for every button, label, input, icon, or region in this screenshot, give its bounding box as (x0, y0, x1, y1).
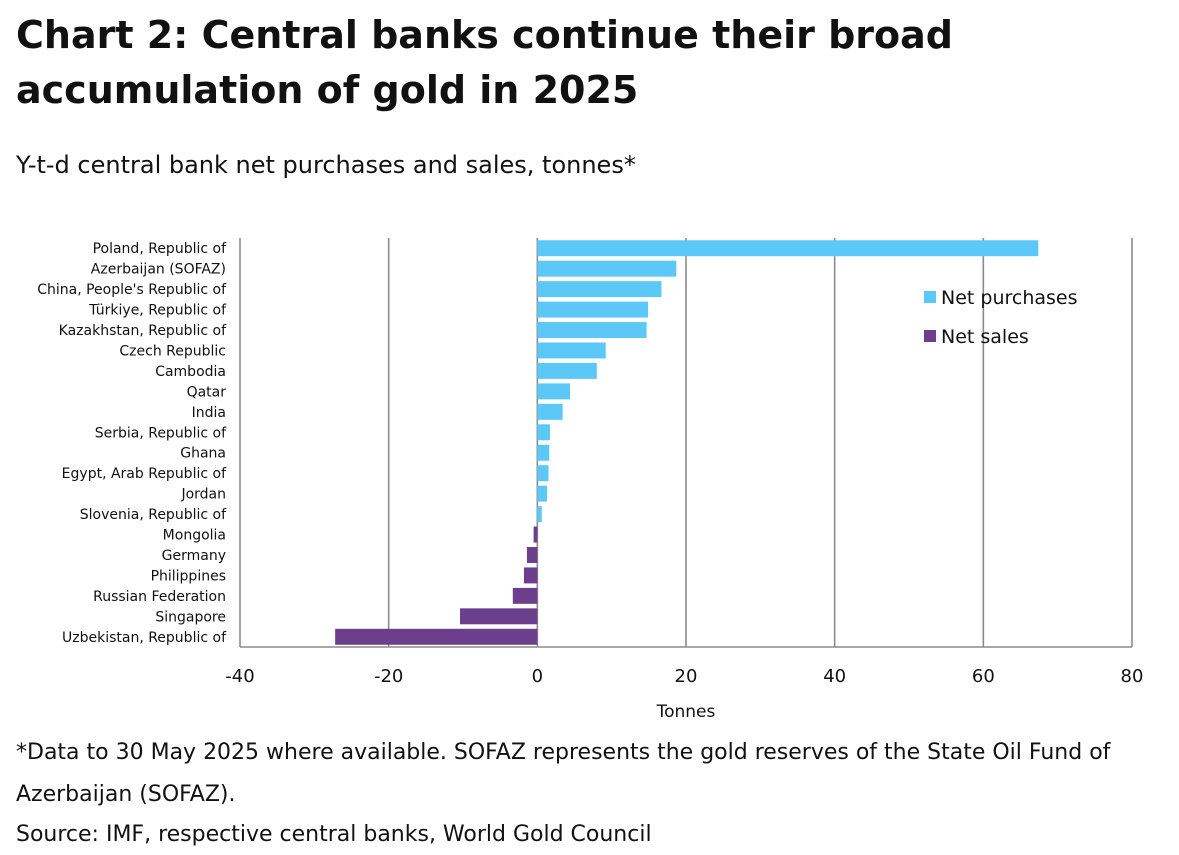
bar-net-sale (533, 526, 538, 543)
x-tick-label: 20 (675, 666, 698, 687)
chart-title: Chart 2: Central banks continue their br… (16, 13, 953, 112)
legend: Net purchases Net sales (924, 287, 1078, 348)
bar-net-sale (512, 587, 538, 604)
x-tick-label: 40 (823, 666, 846, 687)
bar-net-purchase (537, 424, 550, 441)
bar-net-purchase (537, 465, 549, 482)
bar-net-purchase (537, 383, 571, 400)
category-label: India (192, 405, 226, 421)
bar-net-purchase (537, 240, 1039, 257)
x-tick-label: 60 (972, 666, 995, 687)
category-label: Qatar (187, 384, 227, 400)
bar-net-purchase (537, 281, 662, 298)
category-label: China, People's Republic of (37, 282, 227, 298)
bar-net-sale (335, 628, 538, 645)
bars (335, 240, 1039, 645)
category-label: Russian Federation (93, 589, 226, 605)
bar-net-purchase (537, 444, 550, 461)
legend-label: Net sales (941, 326, 1029, 348)
category-labels: Poland, Republic of Azerbaijan (SOFAZ) Chi… (37, 241, 227, 646)
chart-subtitle: Y-t-d central bank net purchases and sal… (16, 151, 636, 179)
bar-chart: Poland, Republic of Azerbaijan (SOFAZ) Chi… (37, 238, 1143, 722)
source-note: Source: IMF, respective central banks, W… (16, 822, 652, 847)
bar-net-purchase (537, 301, 649, 318)
footnote: *Data to 30 May 2025 where available. SO… (16, 740, 1111, 807)
category-label: Egypt, Arab Republic of (62, 466, 227, 482)
bar-net-sale (460, 608, 538, 625)
bar-net-purchase (537, 260, 677, 277)
x-tick-label: 0 (532, 666, 543, 687)
x-axis-title: Tonnes (656, 702, 716, 722)
category-label: Slovenia, Republic of (80, 507, 227, 523)
category-label: Ghana (180, 446, 226, 462)
category-label: Jordan (180, 487, 226, 503)
bar-net-purchase (537, 362, 597, 379)
bar-net-purchase (537, 322, 647, 339)
category-label: Uzbekistan, Republic of (62, 630, 227, 646)
category-label: Germany (162, 548, 226, 564)
x-tick-label: 80 (1121, 666, 1144, 687)
category-label: Singapore (155, 609, 226, 625)
bar-net-purchase (537, 485, 547, 502)
category-label: Czech Republic (119, 343, 226, 359)
category-label: Philippines (151, 568, 226, 584)
x-tick-label: -20 (374, 666, 403, 687)
legend-label: Net purchases (941, 287, 1078, 309)
bar-net-purchase (537, 506, 542, 523)
legend-swatch (924, 330, 936, 342)
category-label: Azerbaijan (SOFAZ) (91, 262, 226, 278)
bar-net-purchase (537, 342, 606, 359)
category-label: Türkiye, Republic of (88, 303, 227, 319)
bar-net-purchase (537, 403, 563, 420)
category-label: Poland, Republic of (93, 241, 227, 257)
x-tick-label: -40 (225, 666, 254, 687)
category-label: Kazakhstan, Republic of (59, 323, 227, 339)
bar-net-sale (523, 567, 538, 584)
category-label: Cambodia (155, 364, 226, 380)
category-label: Mongolia (163, 528, 226, 544)
category-label: Serbia, Republic of (95, 425, 227, 441)
x-tick-labels: -40 -20 0 20 40 60 80 (225, 666, 1143, 687)
bar-net-sale (526, 546, 538, 563)
legend-swatch (924, 291, 936, 303)
